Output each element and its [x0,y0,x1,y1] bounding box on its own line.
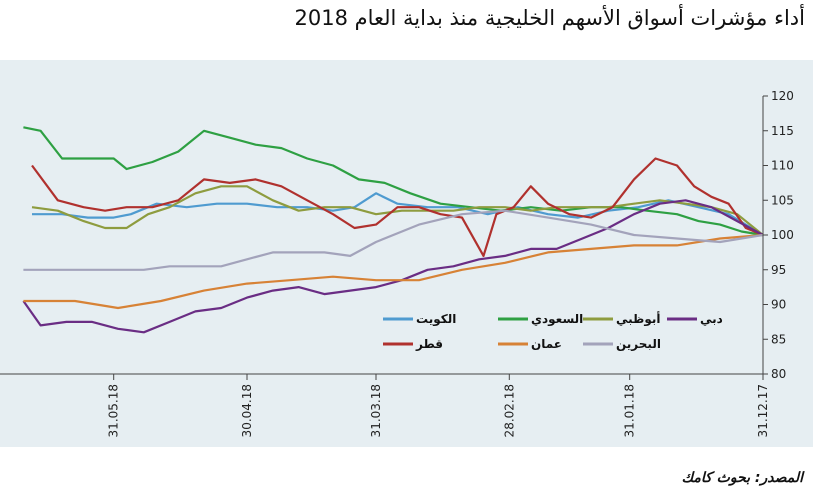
x-tick-label: 28.02.18 [502,384,516,437]
x-tick-label: 31.12.17 [756,384,770,437]
x-tick-label: 31.03.18 [369,384,383,437]
y-tick-label: 85 [771,332,786,346]
chart-title: أداء مؤشرات أسواق الأسهم الخليجية منذ بد… [294,6,805,30]
x-tick-label: 31.01.18 [623,384,637,437]
legend-label: البحرين [616,337,661,351]
legend: الكويت السعودي أبوظبي دبي قطر عمان البحرين [383,311,723,351]
line-chart: 80 85 90 95 100 105 110 115 120 31.12.17 31.01.18 2… [0,89,794,437]
series-layer [22,126,764,334]
y-tick-label: 110 [771,159,794,173]
legend-label: عمان [531,337,562,351]
legend-label: أبوظبي [616,311,660,327]
y-tick-label: 80 [771,367,786,381]
series-line-4 [22,199,764,334]
axis-layer: 80 85 90 95 100 105 110 115 120 31.12.17 31.01.18 2… [0,89,794,437]
legend-label: الكويت [416,312,456,327]
y-tick-label: 115 [771,124,794,138]
legend-label: السعودي [531,312,583,327]
source-note: المصدر: بحوث كامك [681,470,803,486]
x-tick-label: 30.04.18 [240,384,254,437]
series-line-2 [31,185,764,236]
x-tick-label: 31.05.18 [107,384,121,437]
legend-label: دبي [700,312,723,326]
y-tick-label: 95 [771,263,786,277]
y-tick-label: 90 [771,298,786,312]
series-line-5 [23,233,764,310]
chart-panel: 80 85 90 95 100 105 110 115 120 31.12.17 31.01.18 2… [0,60,813,447]
series-line-3 [31,157,764,257]
y-tick-label: 105 [771,193,794,207]
y-tick-label: 100 [771,228,794,242]
legend-label: قطر [415,337,443,351]
y-tick-label: 120 [771,89,794,103]
series-line-0 [32,192,764,236]
series-line-6 [23,209,764,271]
series-line-1 [23,126,764,237]
